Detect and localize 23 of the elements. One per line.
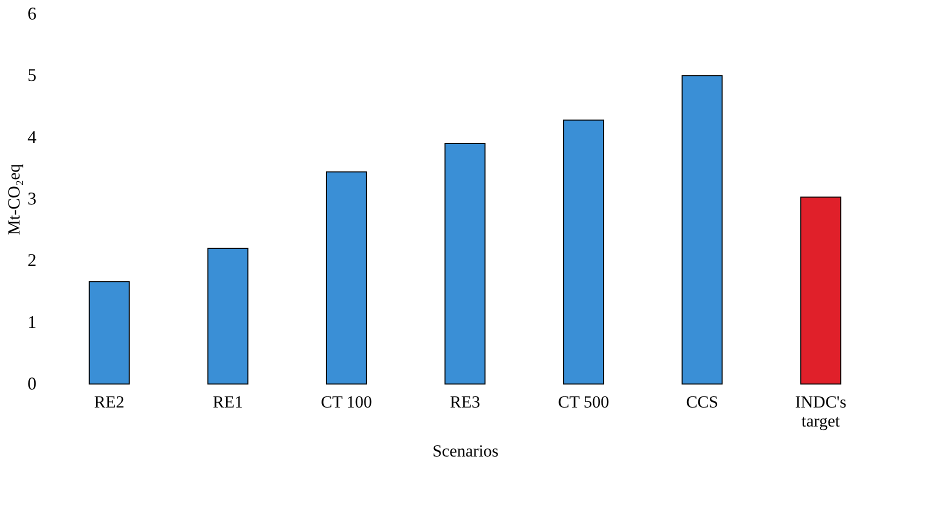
bar	[88, 281, 130, 384]
x-tick-label: CT 500	[558, 392, 610, 412]
x-tick-label: RE3	[450, 392, 480, 412]
y-tick-label: 6	[28, 4, 36, 24]
x-axis-title: Scenarios	[432, 442, 499, 460]
bar	[682, 75, 723, 384]
bar	[800, 196, 842, 384]
x-tick-label: CCS	[686, 392, 718, 412]
y-tick-label: 1	[28, 312, 36, 332]
bar	[207, 248, 248, 384]
x-tick-label: RE2	[94, 392, 124, 412]
x-tick-label: RE1	[212, 392, 243, 412]
y-tick-label: 5	[28, 65, 36, 86]
y-tick-label: 3	[28, 188, 36, 208]
bar	[326, 171, 367, 384]
x-tick-label: CT 100	[320, 392, 372, 412]
y-tick-label: 4	[28, 126, 36, 147]
bar	[563, 120, 604, 384]
y-tick-label: 0	[28, 374, 36, 394]
bar	[444, 143, 486, 384]
y-axis-title: Mt-CO₂eq	[4, 163, 24, 236]
y-tick-label: 2	[28, 250, 36, 270]
x-tick-label: INDC's target	[795, 392, 846, 430]
